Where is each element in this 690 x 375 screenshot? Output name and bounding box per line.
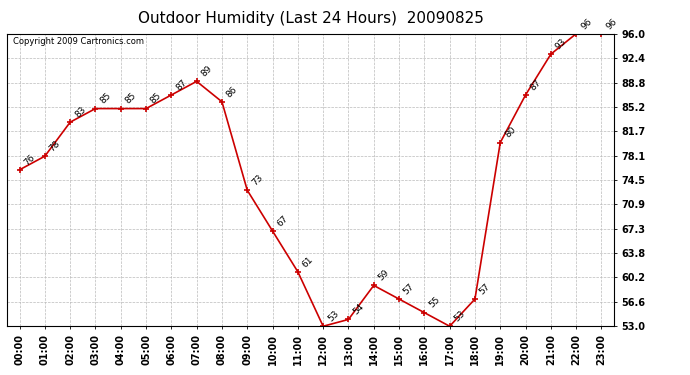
Text: 89: 89 [199,64,214,79]
Text: 53: 53 [326,309,340,324]
Text: 86: 86 [225,84,239,99]
Text: 85: 85 [124,91,138,106]
Text: 78: 78 [48,139,62,153]
Text: 96: 96 [604,16,619,31]
Text: 57: 57 [477,282,492,296]
Text: 76: 76 [22,153,37,167]
Text: 59: 59 [377,268,391,283]
Text: 96: 96 [579,16,593,31]
Text: 61: 61 [301,255,315,269]
Text: 53: 53 [453,309,467,324]
Text: 80: 80 [503,125,518,140]
Text: 83: 83 [73,105,88,119]
Text: Copyright 2009 Cartronics.com: Copyright 2009 Cartronics.com [13,37,144,46]
Text: 73: 73 [250,173,264,188]
Text: 85: 85 [149,91,164,106]
Text: 67: 67 [275,214,290,228]
Text: 54: 54 [351,302,366,316]
Text: 85: 85 [98,91,112,106]
Text: Outdoor Humidity (Last 24 Hours)  20090825: Outdoor Humidity (Last 24 Hours) 2009082… [137,11,484,26]
Text: 55: 55 [427,296,442,310]
Text: 57: 57 [402,282,416,296]
Text: 87: 87 [529,78,543,92]
Text: 87: 87 [174,78,188,92]
Text: 93: 93 [553,37,568,51]
